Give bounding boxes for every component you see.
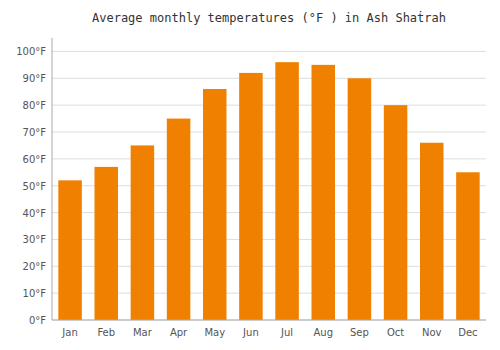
bar [348, 78, 372, 320]
y-tick-label: 30°F [23, 234, 47, 245]
y-grid [52, 51, 486, 320]
x-tick-label: Feb [97, 327, 115, 338]
bar [456, 172, 480, 320]
x-tick-label: Jan [61, 327, 77, 338]
chart-svg: Average monthly temperatures (°F ) in As… [0, 0, 500, 350]
grid-line [52, 132, 486, 133]
grid-line [52, 78, 486, 79]
y-tick-label: 80°F [23, 100, 47, 111]
bar [275, 62, 299, 320]
grid-line [52, 51, 486, 52]
bar [420, 143, 444, 320]
page: Chart html, body { margin: 0; padding: 0… [0, 0, 500, 350]
page-body: {"chart_data": {"type": "bar", "title": … [0, 0, 500, 350]
grid-line [52, 105, 486, 106]
x-tick-label: Aug [313, 327, 333, 338]
y-tick-label: 50°F [23, 181, 47, 192]
bar [58, 180, 82, 320]
y-axis-line [52, 38, 53, 320]
y-tick-label: 70°F [23, 127, 47, 138]
y-tick-label: 100°F [16, 46, 46, 57]
bar [239, 73, 263, 320]
y-tick-label: 0°F [29, 315, 46, 326]
bar [311, 65, 335, 320]
grid-line [52, 320, 486, 321]
x-axis-line [52, 320, 486, 321]
bar [94, 167, 118, 320]
y-tick-label: 90°F [23, 73, 47, 84]
x-tick-label: Nov [422, 327, 442, 338]
x-tick-label: Dec [458, 327, 477, 338]
x-tick-label: Sep [350, 327, 369, 338]
bar [131, 145, 155, 320]
x-tick-label: May [204, 327, 225, 338]
bar [167, 119, 191, 320]
x-tick-label: Apr [170, 327, 188, 338]
y-tick-label: 60°F [23, 154, 47, 165]
bar [384, 105, 408, 320]
x-tick-label: Mar [133, 327, 153, 338]
y-tick-label: 20°F [23, 261, 47, 272]
y-tick-label: 10°F [23, 288, 47, 299]
bar [203, 89, 227, 320]
y-tick-label: 40°F [23, 208, 47, 219]
x-tick-label: Jun [242, 327, 259, 338]
chart-holder: Average monthly temperatures (°F ) in As… [0, 0, 500, 350]
chart-title: Average monthly temperatures (°F ) in As… [92, 10, 446, 25]
bars [58, 62, 479, 320]
x-tick-label: Oct [387, 327, 404, 338]
x-tick-label: Jul [280, 327, 293, 338]
